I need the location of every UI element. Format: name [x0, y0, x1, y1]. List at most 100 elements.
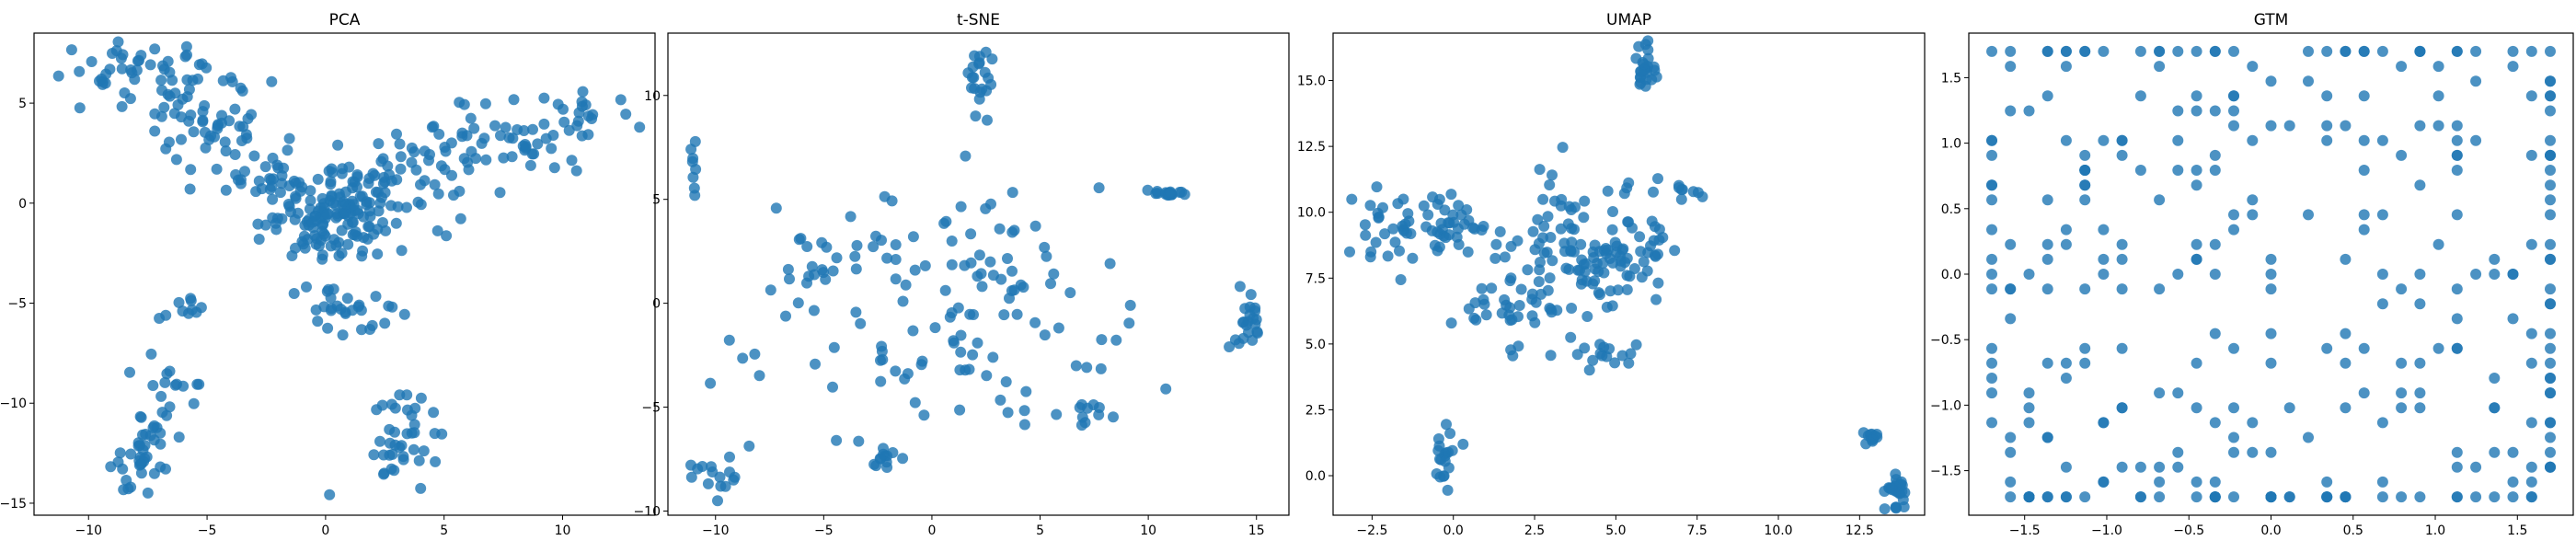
- scatter-point: [870, 230, 881, 242]
- scatter-point: [827, 265, 839, 277]
- scatter-point: [2191, 238, 2202, 250]
- scatter-point: [1457, 438, 1469, 450]
- scatter-point: [325, 178, 337, 190]
- scatter-point: [2209, 149, 2221, 161]
- scatter-point: [180, 40, 192, 52]
- scatter-point: [396, 245, 408, 257]
- scatter-point: [296, 181, 308, 193]
- scatter-point: [454, 213, 466, 224]
- scatter-point: [1625, 348, 1637, 360]
- scatter-point: [2321, 90, 2333, 102]
- scatter-point: [1432, 433, 1444, 444]
- panel-gtm: GTM −1.5 −1.0 −0.5 0.0 0.5 1.0 1.5 −1.5 −1.0 −0.5…: [1930, 11, 2574, 538]
- scatter-point: [395, 151, 407, 163]
- scatter-point: [2116, 238, 2128, 250]
- scatter-point: [810, 358, 821, 370]
- scatter-point: [2228, 402, 2239, 414]
- scatter-point: [1602, 244, 1614, 256]
- scatter-point: [1589, 275, 1601, 287]
- scatter-point: [2005, 313, 2017, 325]
- scatter-point: [1615, 255, 1627, 267]
- scatter-point: [793, 234, 805, 246]
- scatter-point: [1445, 189, 1457, 201]
- scatter-point: [338, 196, 350, 208]
- scatter-point: [890, 239, 902, 250]
- x-tick-label: −1.0: [2091, 523, 2122, 538]
- scatter-point: [461, 130, 473, 142]
- scatter-point: [394, 138, 406, 150]
- scatter-point: [969, 83, 981, 95]
- plot-frame: [1332, 32, 1926, 516]
- scatter-point: [1583, 364, 1595, 376]
- scatter-point: [156, 407, 168, 419]
- scatter-point: [1029, 220, 1041, 232]
- scatter-point: [107, 48, 118, 59]
- scatter-point: [415, 482, 427, 494]
- scatter-point: [939, 284, 951, 296]
- scatter-point: [368, 449, 380, 461]
- y-tick-label: −10: [0, 397, 27, 411]
- scatter-point: [2396, 61, 2408, 73]
- scatter-point: [326, 190, 338, 202]
- scatter-point: [2303, 75, 2314, 87]
- scatter-point: [1607, 206, 1618, 217]
- scatter-point: [397, 454, 409, 466]
- scatter-point: [2041, 45, 2053, 57]
- scatter-point: [323, 283, 334, 295]
- scatter-point: [159, 376, 171, 388]
- scatter-point: [1422, 209, 1434, 221]
- scatter-point: [1000, 376, 1012, 387]
- scatter-point: [2041, 253, 2053, 265]
- scatter-point: [2507, 491, 2519, 503]
- scatter-point: [973, 249, 985, 261]
- scatter-point: [558, 116, 570, 128]
- scatter-point: [2340, 328, 2352, 339]
- scatter-point: [1006, 187, 1018, 199]
- y-tick-label: 5: [652, 193, 661, 208]
- scatter-point: [688, 182, 700, 194]
- scatter-point: [489, 120, 500, 132]
- scatter-point: [454, 97, 466, 109]
- scatter-point: [1566, 223, 1578, 235]
- scatter-point: [2432, 61, 2444, 73]
- scatter-point: [972, 337, 983, 349]
- scatter-point: [2396, 283, 2408, 295]
- scatter-point: [955, 329, 967, 341]
- scatter-point: [749, 348, 761, 360]
- scatter-point: [117, 463, 129, 475]
- scatter-point: [2414, 402, 2426, 414]
- scatter-point: [2414, 269, 2426, 280]
- scatter-point: [1986, 253, 1997, 265]
- scatter-point: [248, 150, 260, 162]
- scatter-point: [126, 67, 138, 79]
- scatter-point: [1438, 470, 1450, 482]
- scatter-point: [1344, 246, 1355, 258]
- scatter-point: [1526, 293, 1538, 305]
- scatter-point: [274, 187, 286, 199]
- scatter-point: [2470, 269, 2482, 280]
- scatter-point: [2228, 209, 2239, 221]
- scatter-point: [994, 223, 1006, 235]
- scatter-point: [909, 264, 921, 276]
- scatter-point: [2154, 45, 2166, 57]
- scatter-point: [2041, 283, 2053, 295]
- scatter-point: [1576, 274, 1588, 286]
- scatter-point: [2321, 45, 2333, 57]
- scatter-point: [177, 93, 189, 105]
- scatter-point: [423, 155, 434, 167]
- scatter-point: [135, 467, 147, 479]
- scatter-point: [851, 239, 863, 251]
- scatter-point: [1081, 362, 1093, 374]
- scatter-point: [276, 170, 288, 181]
- x-tick-label: 10: [555, 523, 571, 538]
- scatter-point: [506, 151, 518, 163]
- scatter-point: [1096, 334, 1108, 346]
- scatter-point: [1442, 484, 1454, 496]
- scatter-point: [1545, 350, 1557, 362]
- scatter-point: [845, 211, 857, 223]
- scatter-point: [967, 349, 979, 361]
- scatter-point: [259, 219, 271, 231]
- scatter-point: [2489, 253, 2501, 265]
- scatter-point: [2134, 45, 2146, 57]
